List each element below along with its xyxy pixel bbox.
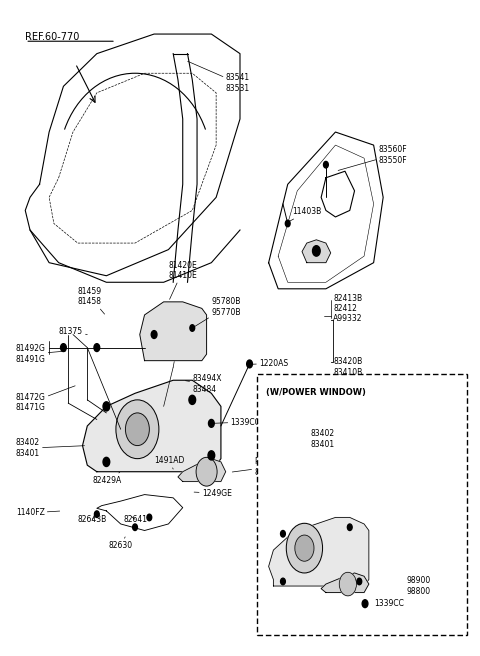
Circle shape [357, 578, 362, 584]
Polygon shape [302, 240, 331, 262]
Text: 81459
81458: 81459 81458 [78, 287, 105, 314]
Circle shape [190, 325, 195, 331]
Text: 82429A: 82429A [92, 472, 121, 485]
Circle shape [339, 572, 357, 596]
Circle shape [281, 531, 285, 537]
Circle shape [285, 220, 290, 227]
Text: P85342
82610B: P85342 82610B [232, 457, 284, 477]
Text: 98900
98800: 98900 98800 [406, 577, 431, 596]
Text: 1220AS: 1220AS [248, 359, 288, 368]
Circle shape [116, 400, 159, 459]
Text: 83541
83531: 83541 83531 [188, 61, 250, 92]
Circle shape [286, 523, 323, 573]
Circle shape [103, 457, 110, 466]
Text: 81420E
81410E: 81420E 81410E [168, 261, 197, 299]
Text: 81472G
81471G: 81472G 81471G [16, 386, 75, 412]
FancyBboxPatch shape [257, 374, 467, 635]
Polygon shape [83, 380, 221, 472]
Text: REF.60-770: REF.60-770 [25, 32, 80, 43]
Circle shape [295, 535, 314, 561]
Circle shape [60, 344, 66, 352]
Circle shape [189, 396, 196, 405]
Circle shape [362, 600, 368, 607]
Circle shape [95, 511, 99, 518]
Circle shape [147, 514, 152, 521]
Circle shape [348, 524, 352, 531]
Text: 1339CC: 1339CC [374, 599, 405, 608]
Circle shape [208, 451, 215, 460]
Text: 1140FZ: 1140FZ [16, 508, 60, 518]
Circle shape [151, 331, 157, 338]
Polygon shape [178, 459, 226, 482]
Text: 82413B
82412
A99332: 82413B 82412 A99332 [333, 293, 362, 323]
Text: 82630: 82630 [109, 537, 133, 550]
Text: 83402
83401: 83402 83401 [311, 429, 335, 449]
Text: 81492G
81491G: 81492G 81491G [16, 344, 65, 364]
Circle shape [125, 413, 149, 445]
Text: 11403B: 11403B [288, 207, 322, 222]
Circle shape [208, 419, 214, 427]
Polygon shape [269, 518, 369, 586]
Text: 1491AD: 1491AD [154, 456, 184, 469]
Text: 95780B
95770B: 95780B 95770B [194, 297, 241, 327]
Text: (W/POWER WINDOW): (W/POWER WINDOW) [266, 388, 366, 397]
Circle shape [132, 524, 137, 531]
Text: 83420B
83410B: 83420B 83410B [333, 358, 362, 377]
Text: 1249GE: 1249GE [194, 489, 232, 498]
Text: 82641: 82641 [123, 515, 147, 524]
Circle shape [312, 246, 320, 256]
Circle shape [281, 578, 285, 584]
Polygon shape [140, 302, 206, 361]
Text: 83402
83401: 83402 83401 [16, 438, 84, 458]
Text: 1339CC: 1339CC [214, 418, 260, 426]
Circle shape [247, 360, 252, 368]
Circle shape [103, 402, 110, 411]
Circle shape [94, 344, 100, 352]
Circle shape [196, 457, 217, 486]
Text: 81375: 81375 [59, 327, 87, 337]
Text: 83560F
83550F: 83560F 83550F [338, 145, 407, 171]
Text: 83494X
83484: 83494X 83484 [185, 375, 222, 394]
Text: 82643B: 82643B [78, 515, 107, 524]
Polygon shape [321, 573, 369, 592]
Circle shape [324, 161, 328, 168]
